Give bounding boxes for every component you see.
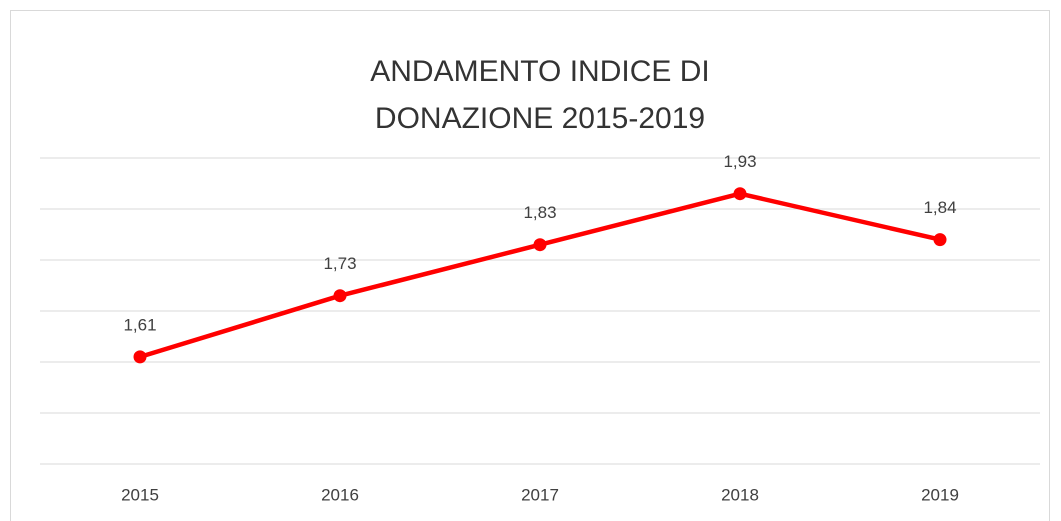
data-label: 1,83	[523, 203, 556, 222]
marker	[333, 289, 347, 303]
x-tick-label: 2016	[321, 485, 359, 504]
marker	[133, 350, 147, 364]
x-tick-label: 2019	[921, 485, 959, 504]
x-tick-label: 2017	[521, 485, 559, 504]
marker	[533, 238, 547, 252]
data-label: 1,93	[723, 152, 756, 171]
data-label: 1,84	[923, 198, 956, 217]
marker	[933, 233, 947, 247]
x-tick-label: 2018	[721, 485, 759, 504]
x-tick-label: 2015	[121, 485, 159, 504]
marker	[733, 187, 747, 201]
data-label: 1,61	[123, 315, 156, 334]
chart-border	[10, 10, 1050, 521]
data-label: 1,73	[323, 254, 356, 273]
chart-title: ANDAMENTO INDICE DI DONAZIONE 2015-2019	[370, 55, 710, 135]
